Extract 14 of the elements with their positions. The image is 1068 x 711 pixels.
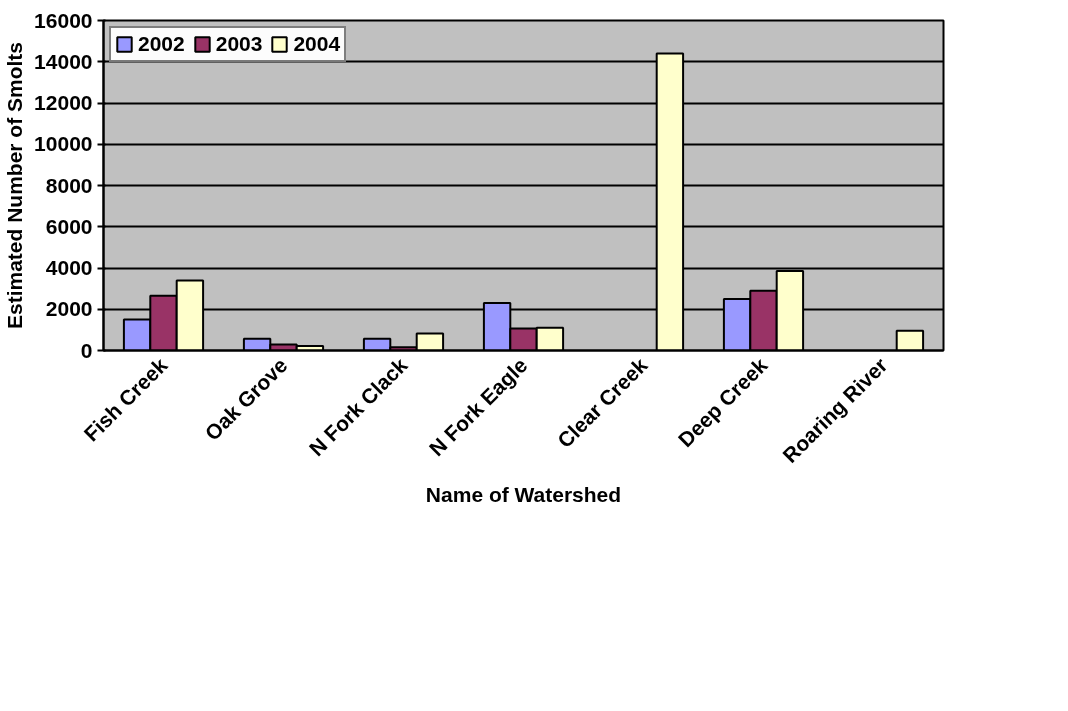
- y-tick-label: 2000: [45, 297, 93, 321]
- legend-label: 2002: [138, 32, 185, 56]
- legend-label: 2003: [215, 32, 263, 56]
- x-axis-title: Name of Watershed: [425, 483, 622, 507]
- y-tick-label: 8000: [45, 173, 93, 197]
- y-tick-label: 10000: [34, 132, 93, 156]
- y-tick-label: 0: [80, 338, 93, 362]
- y-tick-label: 12000: [34, 91, 93, 114]
- y-axis-title: Estimated Number of Smolts: [3, 41, 27, 330]
- legend-label: 2004: [293, 32, 341, 56]
- y-tick-label: 4000: [45, 256, 93, 279]
- y-tick-label: 14000: [34, 49, 93, 73]
- y-tick-label: 6000: [45, 214, 93, 238]
- y-tick-label: 16000: [34, 8, 93, 32]
